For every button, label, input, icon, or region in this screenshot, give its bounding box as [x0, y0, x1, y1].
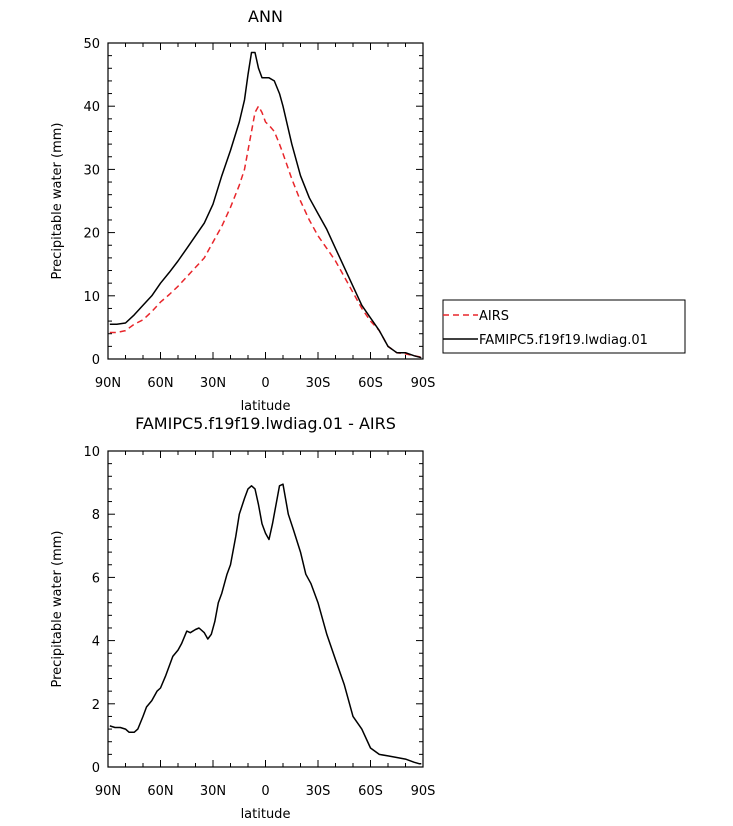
y-axis-label-bottom: Precipitable water (mm)	[50, 531, 65, 688]
x-tick-label-bottom: 60S	[358, 784, 383, 799]
legend-box	[442, 299, 686, 354]
y-tick-label-top: 0	[92, 353, 100, 368]
chart-panel-top: ANN 90N 60N 30N 0 30S 60S 90S 0 10 20 30 40 50 latit…	[50, 7, 435, 414]
y-tick-label-top: 30	[83, 163, 100, 178]
plot-frame-bottom	[107, 450, 424, 768]
chart-panel-bottom: FAMIPC5.f19f19.lwdiag.01 - AIRS 90N 60N 30…	[50, 414, 435, 822]
x-tick-label-top: 60S	[358, 376, 383, 391]
legend: AIRS FAMIPC5.f19f19.lwdiag.01	[442, 299, 686, 354]
y-tick-label-bottom: 0	[92, 761, 100, 776]
legend-label-airs: AIRS	[479, 309, 509, 324]
x-tick-label-bottom: 60N	[147, 784, 173, 799]
y-tick-label-bottom: 8	[92, 508, 100, 523]
series-line-bottom-0	[109, 483, 422, 765]
y-tick-label-bottom: 4	[92, 635, 100, 650]
y-tick-label-bottom: 6	[92, 571, 100, 586]
x-tick-label-top: 90S	[411, 376, 436, 391]
x-tick-label-top: 30N	[200, 376, 226, 391]
x-tick-label-bottom: 90S	[411, 784, 436, 799]
x-tick-label-top: 30S	[306, 376, 331, 391]
x-axis-label-top: latitude	[241, 399, 291, 414]
x-tick-label-bottom: 30N	[200, 784, 226, 799]
x-axis-label-bottom: latitude	[241, 807, 291, 822]
y-tick-label-top: 40	[83, 100, 100, 115]
chart-title-bottom: FAMIPC5.f19f19.lwdiag.01 - AIRS	[135, 414, 396, 433]
y-tick-label-bottom: 2	[92, 698, 100, 713]
series-line-top-0	[109, 105, 422, 358]
legend-label-famipc5: FAMIPC5.f19f19.lwdiag.01	[479, 333, 648, 348]
plot-frame-top	[107, 42, 424, 360]
series-line-top-1	[109, 51, 422, 359]
x-tick-label-bottom: 0	[261, 784, 269, 799]
y-tick-label-top: 50	[83, 37, 100, 52]
x-tick-label-bottom: 90N	[95, 784, 121, 799]
chart-title-top: ANN	[248, 7, 283, 26]
y-tick-label-top: 10	[83, 290, 100, 305]
x-tick-label-top: 60N	[147, 376, 173, 391]
x-tick-label-top: 90N	[95, 376, 121, 391]
y-tick-label-top: 20	[83, 227, 100, 242]
y-axis-label-top: Precipitable water (mm)	[50, 123, 65, 280]
y-tick-label-bottom: 10	[83, 445, 100, 460]
x-tick-label-top: 0	[261, 376, 269, 391]
x-tick-label-bottom: 30S	[306, 784, 331, 799]
